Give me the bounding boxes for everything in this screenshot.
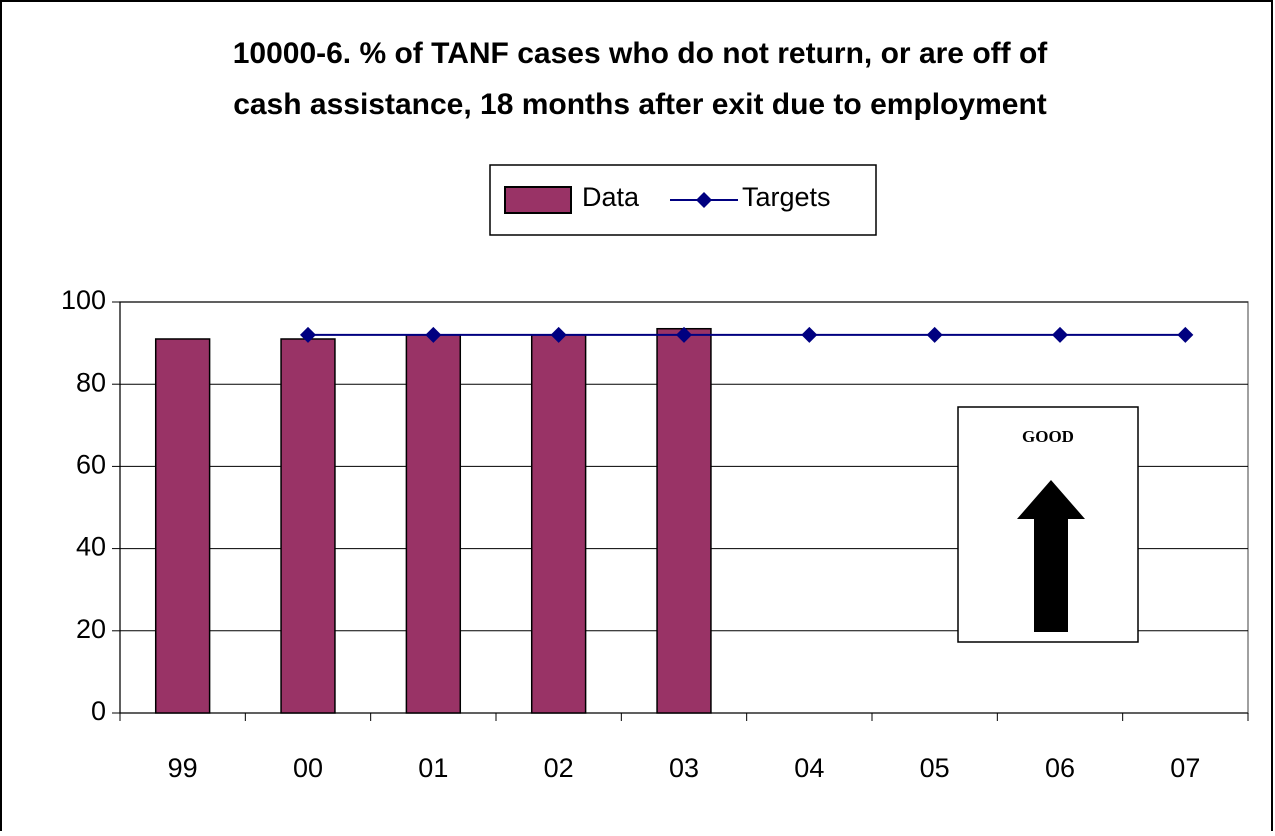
x-tick-label: 04	[794, 753, 824, 783]
legend-marker	[696, 192, 712, 208]
bar	[656, 327, 712, 714]
bar	[154, 338, 211, 714]
x-tick-label: 00	[293, 753, 323, 783]
legend-swatch	[504, 186, 572, 214]
x-tick-label: 03	[669, 753, 699, 783]
chart-title: cash assistance, 18 months after exit du…	[233, 88, 1047, 121]
y-tick-label: 60	[76, 450, 106, 480]
legend-label: Data	[582, 182, 640, 212]
y-tick-label: 80	[76, 367, 106, 397]
target-marker	[926, 326, 943, 343]
chart-title: 10000-6. % of TANF cases who do not retu…	[233, 37, 1049, 70]
target-marker	[676, 326, 692, 343]
target-marker	[425, 326, 442, 343]
target-marker	[300, 326, 316, 343]
x-tick-label: 05	[920, 753, 950, 783]
bar	[530, 334, 587, 714]
x-tick-label: 99	[168, 753, 198, 783]
y-tick-label: 100	[61, 285, 106, 315]
y-tick-label: 0	[91, 696, 106, 726]
target-marker	[801, 326, 818, 343]
bar	[405, 334, 462, 714]
x-tick-label: 01	[418, 753, 448, 783]
target-marker	[550, 326, 567, 343]
annotation-text: GOOD	[1022, 427, 1074, 446]
legend-label: Targets	[742, 182, 831, 212]
y-tick-label: 40	[76, 532, 106, 562]
x-tick-label: 07	[1170, 753, 1200, 783]
y-tick-label: 20	[76, 614, 106, 644]
good-arrow	[1017, 480, 1085, 632]
x-tick-label: 06	[1045, 753, 1075, 783]
target-marker	[1177, 326, 1194, 343]
bar	[280, 338, 336, 714]
x-tick-label: 02	[544, 753, 574, 783]
target-marker	[1052, 326, 1068, 343]
